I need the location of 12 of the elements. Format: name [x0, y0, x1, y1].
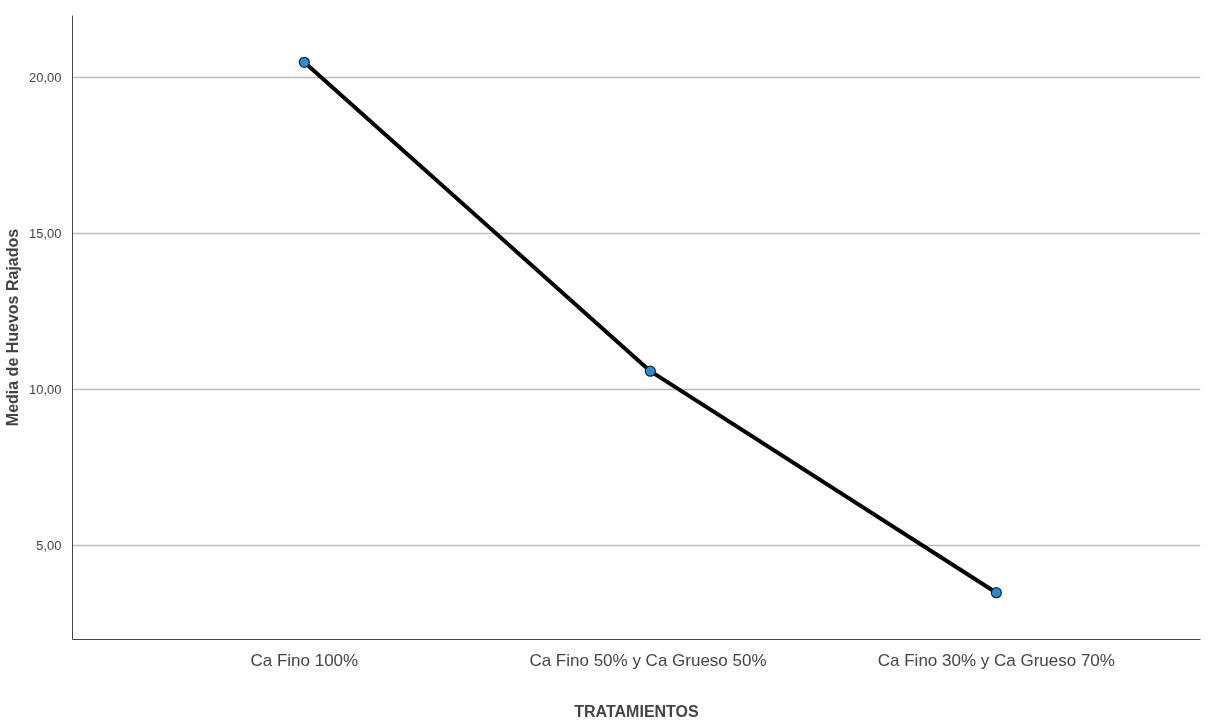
point — [298, 56, 310, 68]
y-tick-label: 20,00 — [28, 70, 62, 86]
y-tick-label: 5,00 — [36, 538, 62, 554]
point — [990, 587, 1002, 599]
y-tick-label: 15,00 — [28, 226, 62, 242]
x-axis-title: TRATAMIENTOS — [574, 702, 700, 720]
point — [644, 365, 656, 377]
y-tick-label: 10,00 — [28, 382, 62, 398]
x-tick-label: Ca Fino 50% y Ca Grueso 50% — [529, 650, 767, 670]
x-tick-label: Ca Fino 30% y Ca Grueso 70% — [877, 650, 1115, 670]
y-axis-title: Media de Huevos Rajados — [3, 228, 21, 427]
x-tick-label: Ca Fino 100% — [250, 650, 359, 670]
